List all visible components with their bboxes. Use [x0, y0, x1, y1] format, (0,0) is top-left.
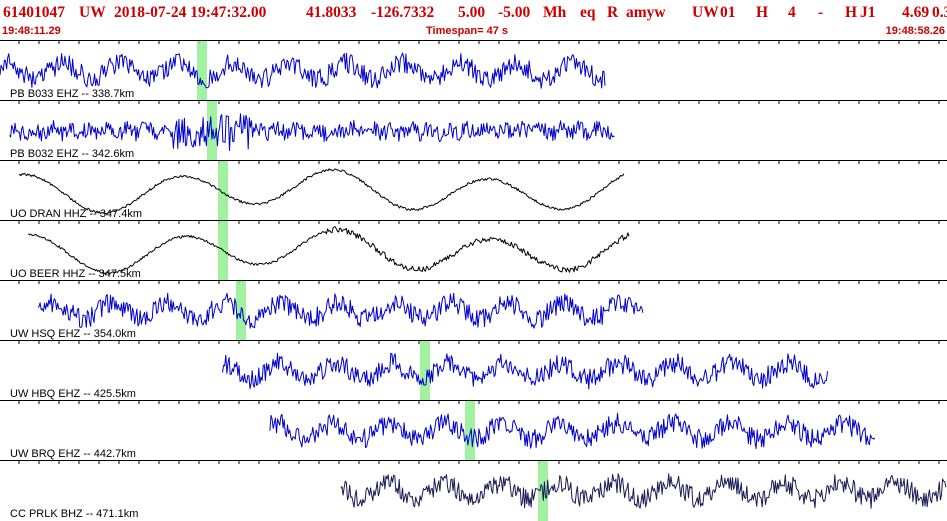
time-ticks — [18, 161, 940, 164]
channel-label: UW BRQ EHZ -- 442.7km — [10, 448, 136, 460]
event-latitude: 41.8033 — [306, 4, 357, 21]
waveform-plot — [9, 101, 940, 161]
event-id: 61401047 — [3, 4, 65, 21]
seismogram-panel[interactable]: UO DRAN HHZ -- 347.4km — [0, 160, 947, 221]
event-subnet: J1 — [860, 4, 876, 21]
event-value2: 0.31 — [932, 4, 947, 21]
event-quality: H — [845, 4, 858, 21]
event-value1: 4.69 — [902, 4, 930, 21]
seismogram-panel[interactable]: PB B032 EHZ -- 342.6km — [0, 100, 947, 161]
waveform-plot — [18, 161, 940, 221]
channel-label: UO BEER HHZ -- 347.5km — [10, 268, 141, 280]
event-magnitude: -5.00 — [498, 4, 531, 21]
time-ticks — [18, 401, 940, 404]
seismogram-panel[interactable]: PB B033 EHZ -- 338.7km — [0, 40, 947, 101]
waveform-trace — [28, 226, 630, 275]
event-datetime: 2018-07-24 19:47:32.00 — [114, 4, 267, 21]
end-time: 19:48:58.26 — [885, 25, 945, 37]
time-ticks — [18, 281, 940, 284]
event-review-status: R — [607, 4, 619, 21]
seismogram-panel[interactable]: UW HSQ EHZ -- 354.0km — [0, 280, 947, 341]
time-ticks — [18, 341, 940, 344]
time-ticks — [18, 101, 940, 104]
channel-label: UW HBQ EHZ -- 425.5km — [10, 388, 136, 400]
seismogram-panel[interactable]: UW HBQ EHZ -- 425.5km — [0, 340, 947, 401]
seismogram-panel[interactable]: UO BEER HHZ -- 347.5km — [0, 220, 947, 281]
event-depth: 5.00 — [458, 4, 486, 21]
waveform-plot — [0, 41, 940, 101]
channel-label: UW HSQ EHZ -- 354.0km — [10, 328, 136, 340]
time-bar: 19:48:11.29 Timespan= 47 s 19:48:58.26 — [0, 25, 947, 38]
waveform-plot — [18, 221, 940, 281]
waveform-plot — [18, 401, 940, 461]
event-count: 4 — [788, 4, 796, 21]
event-magnitude-type: Mh — [543, 4, 567, 21]
event-author: amyw — [626, 4, 666, 21]
waveform-trace — [37, 292, 644, 329]
seismogram-panel[interactable]: CC PRLK BHZ -- 471.1km — [0, 460, 947, 521]
phase-pick-marker[interactable] — [420, 341, 430, 401]
event-network: UW — [79, 4, 106, 21]
event-version: 01 — [720, 4, 736, 21]
waveform-trace — [340, 473, 947, 509]
waveform-trace — [269, 412, 876, 450]
waveform-trace — [18, 168, 625, 215]
channel-label: CC PRLK BHZ -- 471.1km — [10, 508, 139, 520]
waveform-trace — [0, 52, 606, 89]
event-source: UW — [692, 4, 719, 21]
event-longitude: -126.7332 — [371, 4, 435, 21]
time-ticks — [18, 41, 940, 44]
event-dash: - — [818, 4, 824, 21]
channel-label: PB B033 EHZ -- 338.7km — [10, 88, 135, 100]
phase-pick-marker[interactable] — [218, 161, 228, 221]
event-flag: H — [756, 4, 769, 21]
waveform-plot — [18, 281, 940, 341]
waveform-trace — [9, 113, 615, 151]
waveform-plot — [18, 341, 940, 401]
phase-pick-marker[interactable] — [465, 401, 475, 461]
timespan: Timespan= 47 s — [426, 25, 509, 37]
waveform-trace — [222, 352, 828, 390]
seismogram-panel[interactable]: UW BRQ EHZ -- 442.7km — [0, 400, 947, 461]
waveform-plot — [18, 461, 947, 521]
phase-pick-marker[interactable] — [197, 41, 207, 101]
event-header: 61401047 UW 2018-07-24 19:47:32.00 41.80… — [0, 0, 947, 40]
channel-label: PB B032 EHZ -- 342.6km — [10, 148, 135, 160]
time-ticks — [18, 221, 940, 224]
event-summary-line: 61401047 UW 2018-07-24 19:47:32.00 41.80… — [3, 3, 947, 23]
phase-pick-marker[interactable] — [218, 221, 228, 281]
start-time: 19:48:11.29 — [2, 25, 61, 37]
time-ticks — [18, 461, 940, 464]
event-type: eq — [580, 4, 596, 21]
channel-label: UO DRAN HHZ -- 347.4km — [10, 208, 143, 220]
